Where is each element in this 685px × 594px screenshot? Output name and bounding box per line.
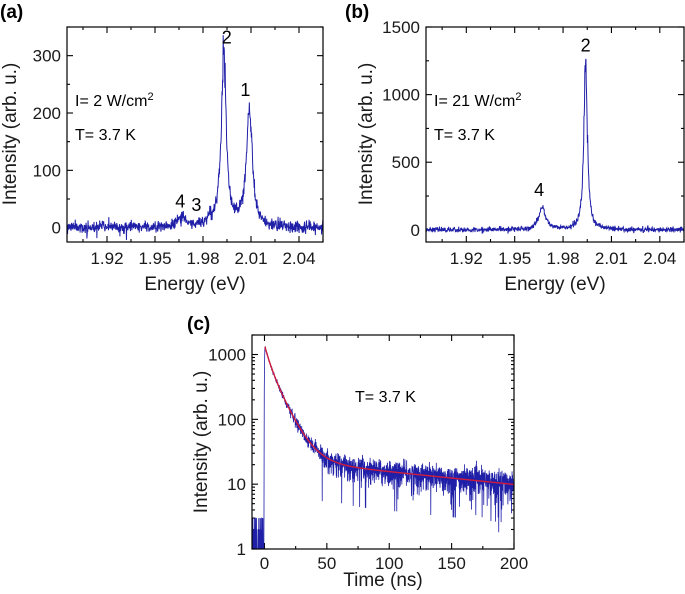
panel-a: (a) 1.92 1.95 1.98 2.01 2.04 0 100 200 300 I= 2 …: [0, 2, 324, 295]
x-tick-label: 1.92: [450, 249, 483, 268]
x-tick-label: 50: [317, 554, 336, 573]
y-tick-label: 1000: [382, 86, 420, 105]
x-tick-label: 1.95: [138, 249, 171, 268]
y-tick-label: 300: [33, 47, 61, 66]
peak-label-3: 3: [191, 195, 201, 215]
y-tick-label: 1: [237, 540, 246, 559]
x-tick-label: 1.92: [90, 249, 123, 268]
panel-c-y-axis-title: Intensity (arb. u.): [191, 371, 212, 514]
panel-a-x-axis-title: Energy (eV): [144, 274, 245, 295]
x-tick-label: 1.98: [186, 249, 219, 268]
panel-a-temperature-annotation: T= 3.7 K: [75, 127, 136, 144]
y-tick-label: 1000: [208, 346, 246, 365]
panel-b-label: (b): [345, 2, 369, 23]
x-tick-label: 200: [500, 554, 528, 573]
panel-c-temperature-annotation: T= 3.7 K: [355, 389, 416, 406]
panel-c-fit-line: [264, 346, 514, 486]
y-tick-label: 500: [392, 153, 420, 172]
x-tick-label: 2.01: [234, 249, 267, 268]
panel-b: (b) 1.92 1.95 1.98 2.01 2.04 0 500 1000 1500 I= …: [345, 2, 685, 295]
peak-label-1: 1: [240, 80, 250, 100]
panel-b-x-axis-title: Energy (eV): [504, 274, 605, 295]
y-tick-label: 100: [218, 410, 246, 429]
panel-b-temperature-annotation: T= 3.7 K: [434, 127, 495, 144]
y-tick-label: 0: [52, 219, 61, 238]
panel-b-frame: [425, 26, 685, 243]
panel-a-y-axis-title: Intensity (arb. u.): [0, 63, 21, 206]
panel-a-frame: [66, 26, 324, 243]
peak-label-4: 4: [175, 191, 185, 211]
x-tick-label: 100: [375, 554, 403, 573]
x-tick-label: 1.98: [547, 249, 580, 268]
x-tick-label: 2.04: [643, 249, 676, 268]
panel-c-label: (c): [187, 314, 210, 335]
y-tick-label: 10: [227, 475, 246, 494]
x-tick-label: 1.95: [498, 249, 531, 268]
y-tick-label: 0: [411, 221, 420, 240]
y-tick-label: 1500: [382, 18, 420, 37]
peak-label-4: 4: [534, 180, 544, 200]
panel-a-label: (a): [0, 2, 23, 23]
panel-b-spectrum-line: [425, 58, 685, 234]
panel-c-decay-data-line: [251, 345, 515, 550]
panel-b-y-axis-title: Intensity (arb. u.): [356, 63, 377, 206]
x-tick-label: 2.01: [595, 249, 628, 268]
panel-c-x-axis-title: Time (ns): [343, 570, 423, 591]
x-tick-label: 150: [437, 554, 465, 573]
panel-a-spectrum-line: [66, 35, 324, 241]
x-tick-label: 2.04: [282, 249, 315, 268]
peak-label-2: 2: [581, 36, 591, 56]
y-tick-label: 200: [33, 104, 61, 123]
peak-label-2: 2: [222, 28, 232, 48]
panel-b-intensity-annotation: I= 21 W/cm2: [434, 91, 521, 110]
panel-c: (c) 0 50 100 150 200 1 10 100 1000 T= 3.7 K Time…: [187, 314, 528, 591]
y-tick-label: 100: [33, 161, 61, 180]
panel-a-intensity-annotation: I= 2 W/cm2: [75, 91, 154, 110]
x-tick-label: 0: [260, 554, 269, 573]
panel-c-frame: [251, 334, 515, 550]
